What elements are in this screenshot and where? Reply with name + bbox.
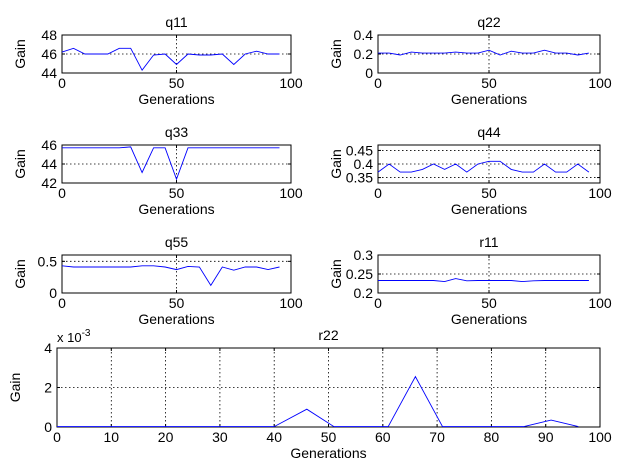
x-tick-label: 100: [588, 185, 612, 201]
x-tick-label: 100: [279, 295, 303, 311]
x-axis-label: Generations: [138, 91, 214, 107]
series-line: [378, 278, 589, 283]
y-axis-label: Gain: [12, 259, 28, 289]
x-tick-label: 70: [429, 429, 445, 445]
panel-q33: 0 50 100 42 44 46 q33 Generations Gain: [12, 124, 303, 217]
y-tick-label: 0.3: [354, 247, 374, 263]
x-tick-label: 50: [169, 295, 185, 311]
y-exponent-label: x 10-3: [57, 328, 91, 345]
x-axis-label: Generations: [138, 201, 214, 217]
x-tick-label: 50: [169, 185, 185, 201]
y-tick-label: 48: [41, 27, 57, 43]
y-tick-label: 46: [41, 46, 57, 62]
y-tick-label: 0: [49, 285, 57, 301]
x-axis-label: Generations: [451, 311, 527, 327]
series-line: [61, 265, 280, 287]
x-tick-label: 0: [58, 75, 66, 91]
x-tick-label: 0: [58, 295, 66, 311]
y-axis-label: Gain: [12, 149, 28, 179]
y-tick-label: 2: [44, 380, 52, 396]
series-line: [61, 47, 280, 72]
x-tick-label: 50: [481, 75, 497, 91]
x-tick-label: 0: [58, 185, 66, 201]
panel-r22: 0 10 20 30 40 50 60 70 80 90 100 0 2 4 r22 Generations G…: [7, 327, 612, 461]
series-line: [62, 146, 280, 181]
chart-title: r22: [318, 327, 338, 343]
panel-q11: 0 50 100 44 46 48 q11 Generations Gain: [12, 14, 303, 107]
chart-title: q33: [165, 124, 189, 140]
x-tick-label: 100: [279, 75, 303, 91]
y-tick-label: 4: [44, 340, 52, 356]
y-tick-label: 44: [41, 156, 57, 172]
x-tick-label: 20: [158, 429, 174, 445]
x-tick-label: 0: [374, 295, 382, 311]
y-exponent-power: -3: [82, 328, 91, 339]
chart-title: q44: [477, 124, 501, 140]
x-axis-label: Generations: [290, 445, 366, 461]
x-tick-label: 0: [374, 185, 382, 201]
y-tick-label: 0.2: [354, 46, 374, 62]
chart-title: q22: [477, 14, 501, 30]
y-axis-label: Gain: [328, 149, 344, 179]
y-tick-label: 0.45: [346, 142, 373, 158]
y-tick-label: 0.4: [354, 27, 374, 43]
y-axis-label: Gain: [7, 373, 23, 403]
x-tick-label: 50: [481, 295, 497, 311]
x-tick-label: 80: [484, 429, 500, 445]
x-tick-label: 0: [53, 429, 61, 445]
panel-q55: 0 50 100 0 0.5 q55 Generations Gain: [12, 234, 303, 327]
y-axis-label: Gain: [328, 39, 344, 69]
series-line: [57, 375, 579, 428]
y-axis-label: Gain: [12, 39, 28, 69]
x-tick-label: 90: [538, 429, 554, 445]
x-tick-label: 40: [266, 429, 282, 445]
x-tick-label: 100: [279, 185, 303, 201]
y-tick-label: 0.25: [346, 266, 373, 282]
x-tick-label: 50: [321, 429, 337, 445]
y-tick-label: 44: [41, 65, 57, 81]
y-tick-label: 46: [41, 137, 57, 153]
x-tick-label: 100: [588, 429, 612, 445]
x-tick-label: 60: [375, 429, 391, 445]
chart-title: r11: [479, 234, 498, 250]
x-tick-label: 100: [588, 75, 612, 91]
x-tick-label: 50: [481, 185, 497, 201]
x-tick-label: 30: [212, 429, 228, 445]
x-axis-label: Generations: [138, 311, 214, 327]
y-exponent-base: x 10: [57, 330, 82, 345]
y-axis-label: Gain: [328, 259, 344, 289]
chart-title: q11: [165, 14, 188, 30]
panel-r11: 0 50 100 0.2 0.25 0.3 r11 Generations Gain: [328, 234, 612, 327]
x-axis-label: Generations: [451, 91, 527, 107]
series-line: [378, 49, 589, 56]
x-tick-label: 100: [588, 295, 612, 311]
y-tick-label: 0.5: [38, 253, 58, 269]
y-tick-label: 0.2: [354, 285, 374, 301]
y-tick-label: 42: [41, 175, 57, 191]
x-axis-label: Generations: [451, 201, 527, 217]
chart-title: q55: [165, 234, 189, 250]
x-tick-label: 0: [374, 75, 382, 91]
y-tick-label: 0: [44, 419, 52, 435]
x-tick-label: 50: [169, 75, 185, 91]
panel-q44: 0 50 100 0.350.40.45 q44 Generations Gain: [328, 124, 612, 217]
y-tick-label: 0: [365, 65, 373, 81]
y-tick-label: 0.35: [346, 170, 373, 186]
series-line: [377, 160, 590, 173]
y-tick-label: 0.4: [354, 156, 374, 172]
x-tick-label: 10: [104, 429, 120, 445]
